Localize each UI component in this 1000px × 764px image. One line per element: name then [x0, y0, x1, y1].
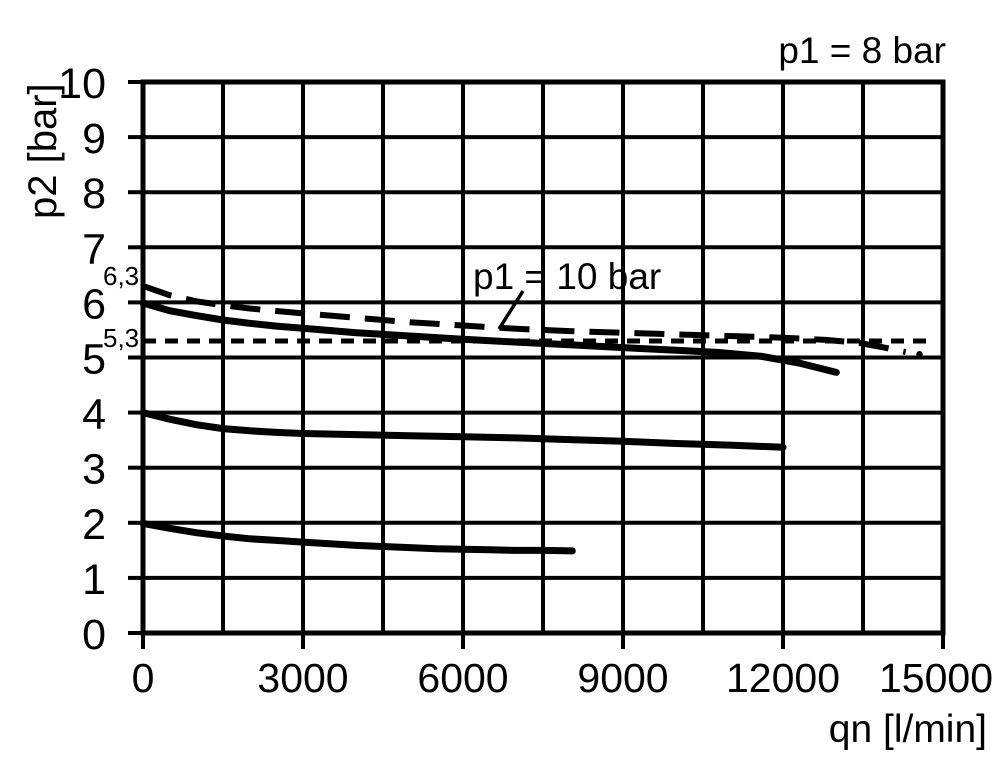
series-p1-8bar-set-4 — [139, 409, 787, 451]
series-p1-8bar-set-2 — [139, 519, 576, 555]
axis-ticks: 0 3000 6000 9000 12000 15000 0 1 2 3 4 5 6 7 8 9 10 — [58, 60, 993, 701]
x-tick-label: 15000 — [879, 655, 993, 701]
x-tick-label: 3000 — [257, 655, 348, 701]
y-axis-label: p2 [bar] — [21, 83, 65, 219]
annotation-leader-line — [497, 290, 525, 330]
y-tick-label: 9 — [82, 115, 106, 163]
ref-label-6-3: 6,3 — [103, 261, 139, 291]
y-tick-label: 8 — [82, 170, 106, 218]
y-tick-label: 1 — [82, 556, 106, 604]
grid — [140, 79, 946, 636]
ref-label-5-3: 5,3 — [103, 323, 139, 353]
y-tick-label: 7 — [82, 225, 106, 273]
x-tick-label: 12000 — [726, 655, 840, 701]
x-tick-label: 9000 — [577, 655, 668, 701]
curves — [139, 283, 923, 555]
series-annotation: p1 = 10 bar — [473, 256, 661, 297]
y-tick-label: 6 — [82, 280, 106, 328]
x-tick-label: 6000 — [417, 655, 508, 701]
y-tick-label: 3 — [82, 446, 106, 494]
y-tick-label: 10 — [58, 60, 106, 108]
series-p1-8bar-set-6 — [139, 299, 840, 376]
x-axis-label: qn [l/min] — [829, 708, 987, 751]
x-tick-label: 0 — [132, 655, 155, 701]
y-tick-label: 4 — [82, 391, 106, 439]
y-tick-label: 5 — [82, 336, 106, 384]
series-p1-10bar-dashed-end-dot — [916, 351, 923, 358]
chart-title: p1 = 8 bar — [778, 30, 946, 71]
series-p1-10bar-dashed — [142, 283, 907, 355]
y-tick-label: 0 — [82, 611, 106, 659]
y-tick-label: 2 — [82, 501, 106, 549]
